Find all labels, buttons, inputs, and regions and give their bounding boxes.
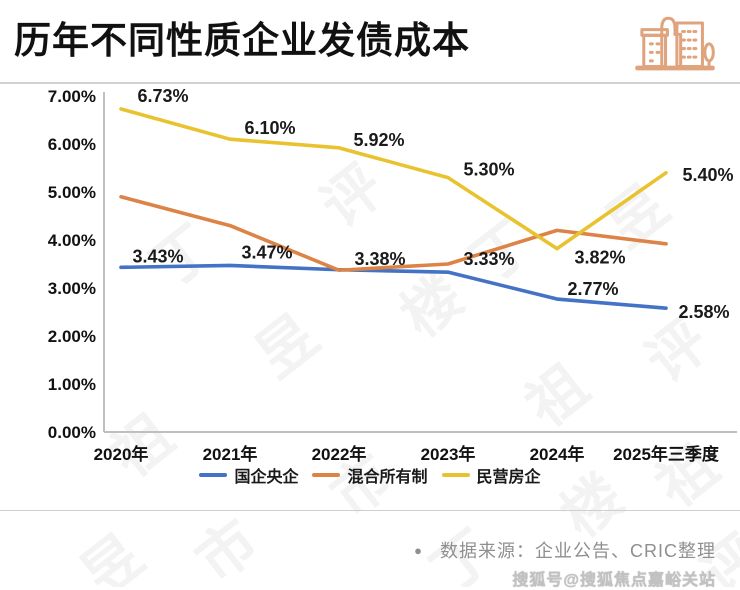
y-axis-tick: 6.00%: [48, 135, 96, 154]
data-label: 3.43%: [132, 246, 183, 266]
y-axis-tick: 1.00%: [48, 375, 96, 394]
data-label: 3.33%: [463, 249, 514, 269]
header: 历年不同性质企业发债成本: [0, 0, 740, 84]
data-label: 3.38%: [354, 249, 405, 269]
data-label: 3.82%: [574, 248, 625, 268]
data-label: 6.10%: [244, 118, 295, 138]
footer: ● 数据来源：企业公告、CRIC整理: [0, 511, 740, 563]
legend-label: 混合所有制: [347, 469, 428, 486]
legend-dash-icon: [441, 473, 470, 477]
line-series: [119, 107, 668, 251]
legend-item: 国企央企: [199, 463, 298, 487]
x-axis-tick: 2020年: [94, 444, 149, 462]
x-axis-tick: 2021年: [203, 444, 258, 462]
data-label: 2.58%: [678, 302, 729, 322]
data-label: 5.92%: [353, 130, 404, 150]
x-axis-tick: 2024年: [530, 444, 585, 462]
y-axis-tick: 5.00%: [48, 183, 96, 202]
divider: [0, 510, 740, 511]
legend-label: 民营房企: [476, 469, 541, 486]
legend-item: 民营房企: [441, 463, 541, 487]
bullet-icon: ●: [414, 542, 422, 558]
y-axis-tick: 2.00%: [48, 327, 96, 346]
y-axis-tick: 4.00%: [48, 231, 96, 250]
line-series: [119, 263, 668, 310]
x-axis-tick: 2025年三季度: [613, 444, 720, 462]
x-axis-tick: 2022年: [312, 444, 367, 462]
data-label: 6.73%: [137, 86, 188, 106]
page-title: 历年不同性质企业发债成本: [14, 19, 470, 61]
chart-legend: 国企央企 混合所有制 民营房企: [0, 464, 740, 486]
legend-item: 混合所有制: [312, 463, 428, 487]
buildings-icon: [635, 16, 715, 71]
sohu-watermark-text: 搜狐号@搜狐焦点嘉峪关站: [512, 572, 716, 589]
chart-area: 7.00% 6.00% 5.00% 4.00% 3.00% 2.00% 1.00% 0.00%…: [0, 84, 740, 462]
data-label: 3.47%: [241, 242, 292, 262]
data-source-text: 数据来源：企业公告、CRIC整理: [440, 541, 716, 561]
legend-dash-icon: [199, 473, 228, 477]
data-label: 5.40%: [682, 165, 733, 185]
y-axis-tick: 7.00%: [48, 87, 96, 106]
chart-canvas: 7.00% 6.00% 5.00% 4.00% 3.00% 2.00% 1.00% 0.00%…: [48, 86, 737, 462]
data-label: 5.30%: [463, 160, 514, 180]
legend-label: 国企央企: [234, 469, 299, 486]
line-series: [119, 195, 668, 273]
y-axis-tick: 3.00%: [48, 279, 96, 298]
x-axis-tick: 2023年: [421, 444, 476, 462]
y-axis-tick: 0.00%: [48, 423, 96, 442]
data-label: 2.77%: [567, 279, 618, 299]
legend-dash-icon: [312, 473, 341, 477]
